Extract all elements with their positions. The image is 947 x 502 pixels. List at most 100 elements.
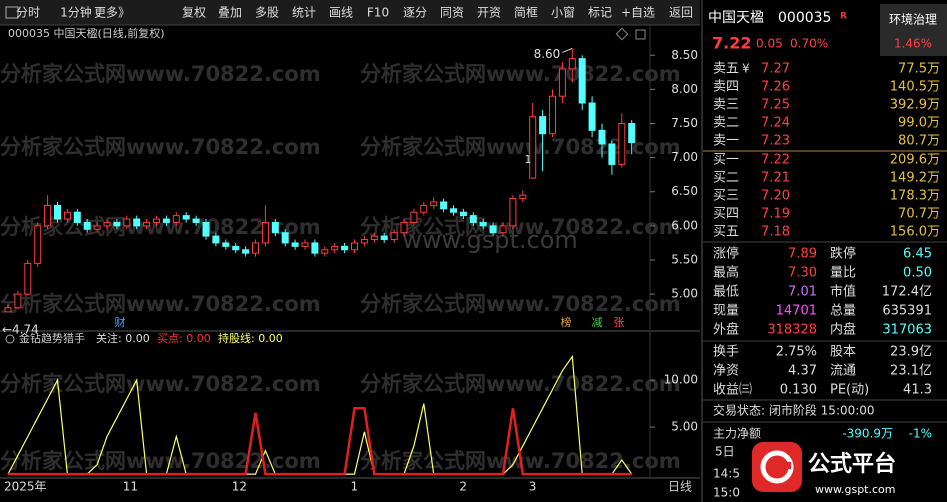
change: 0.05 xyxy=(756,37,783,51)
event-marker[interactable]: 榜 xyxy=(561,315,572,329)
watermark: 分析家公式网www.70822.com xyxy=(0,62,321,86)
candle-body xyxy=(83,221,91,230)
stat-value: 172.4亿 xyxy=(882,285,932,300)
icon[interactable] xyxy=(635,29,646,40)
candle-body xyxy=(261,221,269,244)
flow-value: -390.9万 xyxy=(842,427,893,441)
industry: 环境治理 xyxy=(889,12,937,27)
toolbar-button[interactable]: 分时 xyxy=(16,6,40,20)
time: 14:5 xyxy=(713,467,740,481)
toolbar-button[interactable]: 同资 xyxy=(440,6,464,20)
order-price: 7.23 xyxy=(761,134,790,149)
candle-body xyxy=(420,204,428,213)
legend-item: 持股线: 0.00 xyxy=(218,331,283,345)
toolbar-button[interactable]: +自选 xyxy=(621,6,655,20)
x-tick-label: 12 xyxy=(232,480,247,494)
order-price: 7.25 xyxy=(761,98,790,113)
event-marker[interactable]: 1 xyxy=(525,153,532,166)
stat-value: 2.75% xyxy=(776,345,817,360)
icon[interactable] xyxy=(5,334,15,344)
flow-period: 5日 xyxy=(715,445,735,459)
candle-body xyxy=(440,201,448,210)
x-tick-label: 3 xyxy=(529,480,537,494)
order-price: 7.19 xyxy=(761,207,790,222)
toolbar-button[interactable]: 小窗 xyxy=(551,6,575,20)
quote-panel: 中国天楹 000035 R 环境治理 1.46% 7.22 0.05 0.70% 卖五 7.27 7… xyxy=(703,4,947,500)
candle-body xyxy=(271,221,279,234)
toolbar-button[interactable]: 开资 xyxy=(477,6,501,20)
candle-body xyxy=(232,245,240,251)
toolbar-button[interactable]: 统计 xyxy=(292,6,316,20)
x-tick-label: 2025年 xyxy=(4,480,47,494)
logo-name: 公式平台 xyxy=(808,451,896,477)
stat-label: 涨停 xyxy=(713,246,739,262)
stat-label: 最高 xyxy=(713,265,739,281)
toolbar-button[interactable]: 画线 xyxy=(329,6,353,20)
stat-value: 318328 xyxy=(767,323,817,338)
candle-body xyxy=(360,239,368,244)
toolbar-button[interactable]: 简框 xyxy=(514,6,538,20)
candle-body xyxy=(499,225,507,234)
candle-body xyxy=(588,102,596,131)
candle-body xyxy=(54,204,61,220)
stat-value: 14701 xyxy=(776,304,817,319)
order-price: 7.18 xyxy=(761,225,790,240)
stat-label: 市值 xyxy=(830,284,856,300)
y-tick-label: 5.00 xyxy=(671,287,698,301)
candle-body xyxy=(24,262,32,295)
event-marker[interactable]: 财 xyxy=(115,315,126,329)
order-label: 买二 xyxy=(713,171,739,186)
stock-code: 000035 xyxy=(778,10,831,26)
toolbar-button[interactable]: 标记 xyxy=(588,6,612,20)
y-tick-label: 5.50 xyxy=(671,252,698,266)
icon[interactable] xyxy=(615,27,629,41)
toolbar-button[interactable]: 多股 xyxy=(255,6,279,20)
candle-body xyxy=(618,122,626,165)
toolbar-button[interactable]: 1分钟 xyxy=(60,5,92,20)
candle-body xyxy=(370,235,378,241)
candle-body xyxy=(133,218,141,227)
toolbar-button[interactable]: 返回 xyxy=(669,6,693,20)
legend-item: 关注: 0.00 xyxy=(96,331,150,345)
menu-icon[interactable] xyxy=(5,6,19,19)
toolbar-button[interactable]: 更多》 xyxy=(94,6,130,20)
stat-label: 现量 xyxy=(713,304,739,319)
y-tick-label: 7.50 xyxy=(671,116,698,130)
x-tick-label: 2 xyxy=(459,480,467,494)
toolbar-button[interactable]: 复权 xyxy=(182,6,206,20)
candle-body xyxy=(549,95,556,135)
y-tick-label: 6.50 xyxy=(671,184,698,198)
stat-value: 0.50 xyxy=(903,266,932,281)
stat-label: 股本 xyxy=(830,345,856,360)
watermark: 分析家公式网www.70822.com xyxy=(0,372,321,396)
price: 7.22 xyxy=(712,34,751,53)
period-label: 日线 xyxy=(668,480,692,494)
industry-box[interactable] xyxy=(880,4,947,56)
stat-value: 41.3 xyxy=(903,383,932,398)
order-price: 7.21 xyxy=(761,171,790,186)
toolbar-button[interactable]: F10 xyxy=(367,6,389,20)
event-marker[interactable]: 减 xyxy=(592,316,603,329)
toolbar-button[interactable]: 逐分 xyxy=(403,6,427,20)
stat-label: 收益㈢ xyxy=(713,383,752,398)
order-price: 7.26 xyxy=(761,80,790,95)
flow-label: 主力净额 xyxy=(713,427,761,441)
candle-body xyxy=(281,232,289,244)
indicator-line xyxy=(8,407,632,476)
order-volume: 80.7万 xyxy=(898,134,940,149)
watermark: 分析家公式网www.70822.com xyxy=(0,449,321,473)
order-label: 卖三 xyxy=(713,98,739,113)
logo-url: www.gspt.com xyxy=(815,483,895,496)
event-marker[interactable]: 张 xyxy=(614,316,625,329)
toolbar-button[interactable]: 叠加 xyxy=(218,6,242,20)
candle-body xyxy=(341,245,349,251)
time: 15:0 xyxy=(713,486,740,500)
stat-value: 7.30 xyxy=(788,266,817,281)
candle-body xyxy=(192,218,200,223)
order-volume: 209.6万 xyxy=(890,153,940,168)
candle-body xyxy=(568,58,576,70)
logo-icon xyxy=(779,462,791,469)
order-price: 7.27 xyxy=(761,62,790,77)
